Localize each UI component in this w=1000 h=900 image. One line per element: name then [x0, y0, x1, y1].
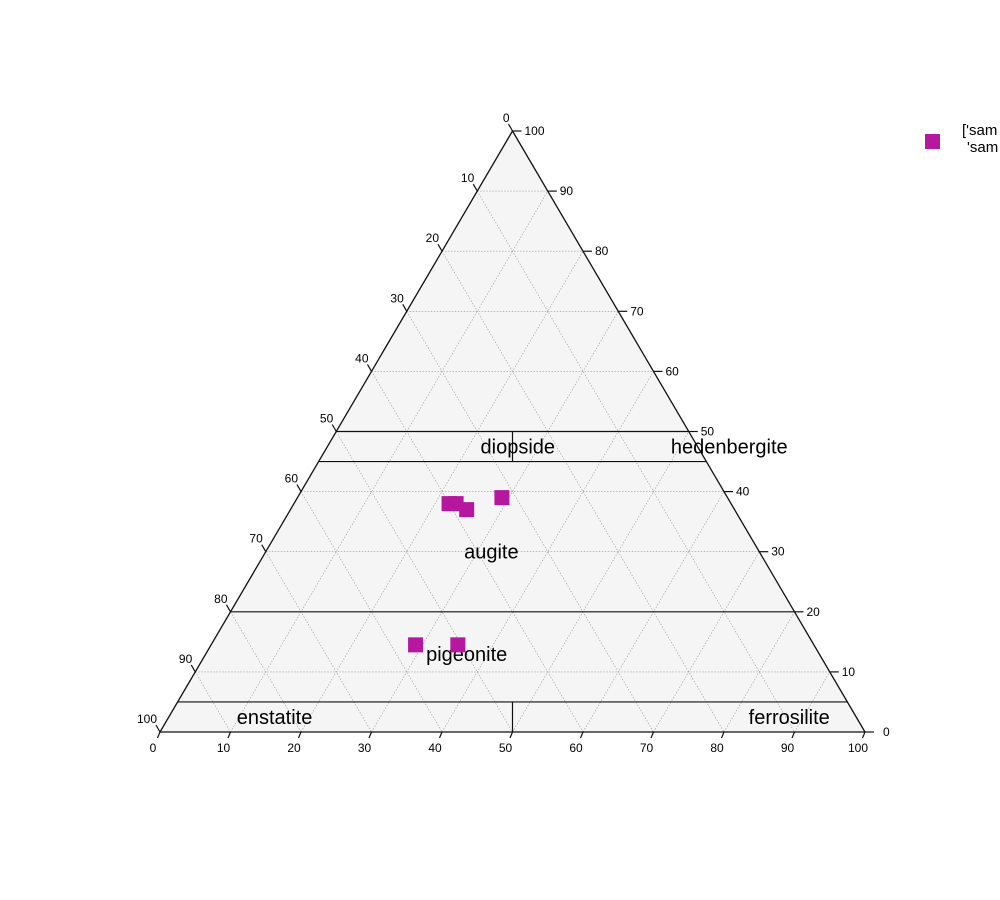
tick-label-right-90: 90 — [560, 184, 574, 198]
data-points — [408, 490, 510, 653]
tick-left-0 — [507, 123, 514, 132]
tick-bottom-60 — [579, 731, 584, 739]
tick-label-right-80: 80 — [595, 244, 609, 258]
grid-line-fs-10 — [230, 190, 549, 733]
tick-left-50 — [331, 424, 337, 432]
data-point-4 — [494, 490, 510, 506]
field-boundaries — [177, 430, 848, 732]
tick-label-left-60: 60 — [285, 472, 299, 486]
field-label-diopside: diopside — [481, 437, 556, 459]
grid-line-en-10 — [476, 190, 795, 733]
field-label-augite: augite — [464, 542, 519, 564]
tick-left-100 — [155, 724, 161, 733]
grid-line-fs-90 — [794, 671, 831, 733]
field-label-pigeonite: pigeonite — [426, 644, 507, 666]
tick-label-bottom-100: 100 — [848, 741, 868, 755]
tick-label-bottom-20: 20 — [287, 741, 301, 755]
field-label-ferrosilite: ferrosilite — [749, 707, 830, 729]
tick-label-left-50: 50 — [320, 412, 334, 426]
legend: ['sam'sam — [925, 122, 998, 156]
tick-left-30 — [402, 304, 408, 312]
legend-label-line-2: 'sam — [967, 139, 998, 156]
tick-label-bottom-60: 60 — [569, 741, 583, 755]
tick-bottom-30 — [368, 731, 373, 739]
tick-label-right-50: 50 — [701, 425, 715, 439]
tick-label-left-70: 70 — [249, 532, 263, 546]
tick-left-60 — [296, 484, 302, 492]
tick-label-left-10: 10 — [461, 171, 475, 185]
tick-label-left-0: 0 — [503, 111, 510, 125]
tick-bottom-50 — [509, 731, 514, 739]
tick-label-bottom-70: 70 — [640, 741, 654, 755]
grid-line-en-50 — [335, 431, 513, 733]
tick-label-left-40: 40 — [355, 351, 369, 365]
grid-line-fs-70 — [653, 551, 760, 733]
ternary-grid — [194, 190, 831, 733]
tick-left-80 — [225, 604, 232, 613]
legend-label-line-1: ['sam — [962, 122, 997, 139]
tick-label-bottom-90: 90 — [781, 741, 795, 755]
tick-bottom-90 — [791, 731, 796, 739]
grid-line-en-30 — [406, 311, 654, 733]
tick-label-bottom-0: 0 — [150, 741, 157, 755]
tick-left-70 — [261, 544, 267, 552]
tick-bottom-20 — [297, 731, 302, 739]
grid-line-en-80 — [230, 611, 302, 733]
data-point-5 — [408, 637, 424, 653]
tick-label-bottom-10: 10 — [217, 741, 231, 755]
tick-label-bottom-40: 40 — [428, 741, 442, 755]
tick-left-10 — [472, 183, 478, 192]
field-label-enstatite: enstatite — [237, 707, 313, 729]
tick-label-right-40: 40 — [736, 485, 750, 499]
tick-label-right-20: 20 — [807, 605, 821, 619]
tick-label-bottom-80: 80 — [710, 741, 724, 755]
tick-label-right-0: 0 — [883, 725, 890, 739]
tick-left-90 — [190, 664, 196, 673]
tick-label-right-60: 60 — [666, 364, 680, 378]
tick-bottom-40 — [438, 731, 443, 739]
data-point-3 — [459, 502, 475, 518]
tick-left-20 — [437, 243, 443, 252]
tick-bottom-80 — [720, 731, 725, 739]
tick-left-40 — [366, 364, 373, 372]
data-point-6 — [450, 637, 466, 653]
grid-line-fs-50 — [512, 431, 690, 733]
tick-label-left-100: 100 — [137, 712, 157, 726]
tick-bottom-70 — [650, 731, 655, 739]
grid-line-fs-80 — [723, 611, 795, 733]
field-labels: diopside hedenbergite augite pigeonite ensta… — [237, 437, 830, 729]
tick-bottom-0 — [156, 731, 161, 739]
tick-label-left-20: 20 — [426, 231, 440, 245]
tick-label-bottom-50: 50 — [499, 741, 513, 755]
field-label-hedenbergite: hedenbergite — [671, 437, 788, 459]
tick-bottom-10 — [227, 731, 232, 739]
tick-label-left-80: 80 — [214, 592, 228, 606]
axis-ticks: 0 0 0 10 10 10 20 20 20 30 30 30 40 40 40 50 50 50 60 60 60 7… — [137, 111, 890, 755]
tick-label-left-90: 90 — [179, 652, 193, 666]
grid-line-fs-30 — [371, 311, 619, 733]
tick-label-right-100: 100 — [525, 124, 545, 138]
tick-label-bottom-30: 30 — [358, 741, 372, 755]
legend-marker — [925, 134, 940, 149]
tick-label-right-10: 10 — [842, 665, 856, 679]
grid-line-en-90 — [194, 671, 231, 733]
tick-bottom-100 — [861, 731, 866, 739]
tick-label-right-30: 30 — [771, 545, 785, 559]
tick-label-right-70: 70 — [630, 304, 644, 318]
tick-label-left-30: 30 — [390, 291, 404, 305]
